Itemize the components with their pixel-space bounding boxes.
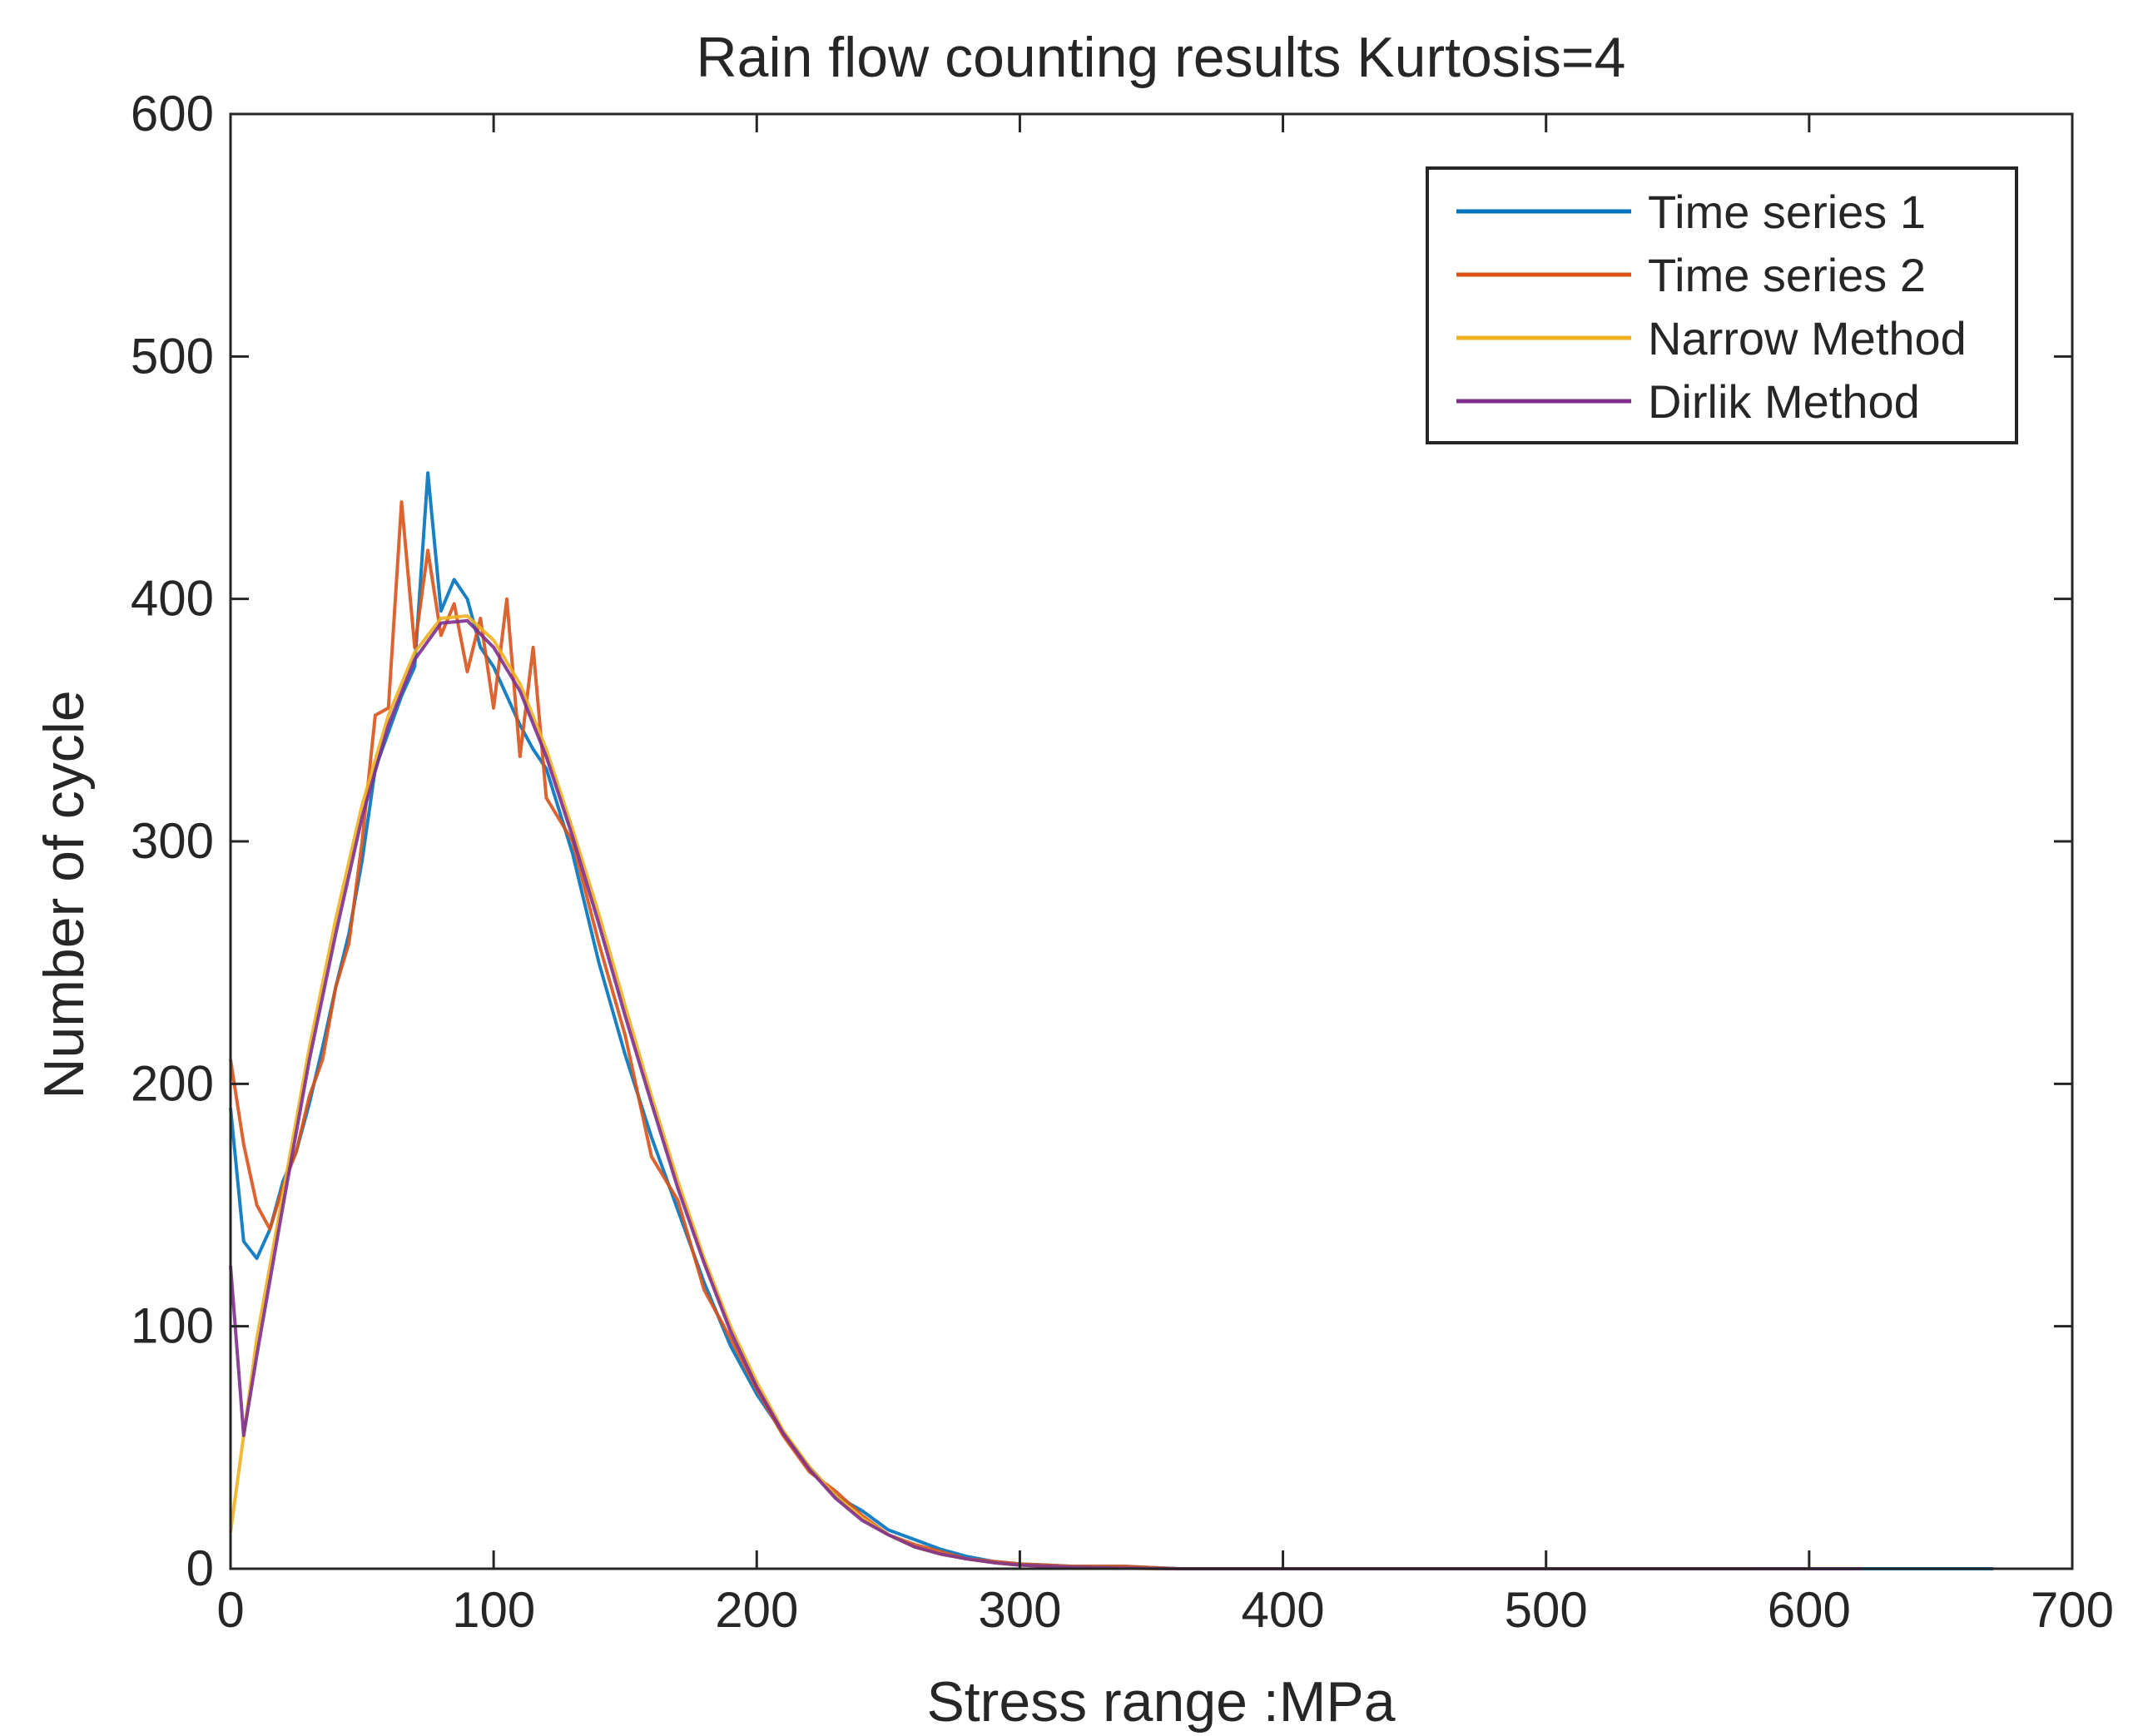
x-tick-label: 400 <box>1242 1582 1325 1638</box>
legend-label-2: Time series 2 <box>1648 249 1926 301</box>
y-tick-label: 500 <box>131 328 214 384</box>
y-axis-title: Number of cycle <box>32 690 96 1099</box>
y-tick-label: 400 <box>131 571 214 627</box>
legend-label-3: Narrow Method <box>1648 312 1967 365</box>
y-tick-label: 100 <box>131 1298 214 1354</box>
x-tick-label: 300 <box>978 1582 1061 1638</box>
x-tick-label: 100 <box>452 1582 535 1638</box>
legend-label-1: Time series 1 <box>1648 186 1926 238</box>
axes: 0 100 200 300 400 500 600 700 0 100 200 300 400 500 60… <box>131 86 2114 1638</box>
legend: Time series 1 Time series 2 Narrow Method D… <box>1426 166 2018 444</box>
x-tick-label: 0 <box>216 1582 244 1638</box>
y-tick-label: 200 <box>131 1055 214 1111</box>
plot-area <box>229 471 1994 1570</box>
x-tick-label: 600 <box>1768 1582 1851 1638</box>
y-tick-label: 300 <box>131 813 214 869</box>
chart-title: Rain flow counting results Kurtosis=4 <box>697 26 1626 89</box>
x-tick-label: 500 <box>1505 1582 1588 1638</box>
y-tick-label: 600 <box>131 86 214 141</box>
legend-box <box>1426 166 2018 444</box>
y-tick-label: 0 <box>186 1540 214 1596</box>
series-line-4 <box>229 618 1863 1570</box>
x-tick-label: 700 <box>2031 1582 2114 1638</box>
x-tick-label: 200 <box>715 1582 798 1638</box>
legend-label-4: Dirlik Method <box>1648 375 1920 428</box>
x-axis-title: Stress range :MPa <box>926 1670 1395 1734</box>
